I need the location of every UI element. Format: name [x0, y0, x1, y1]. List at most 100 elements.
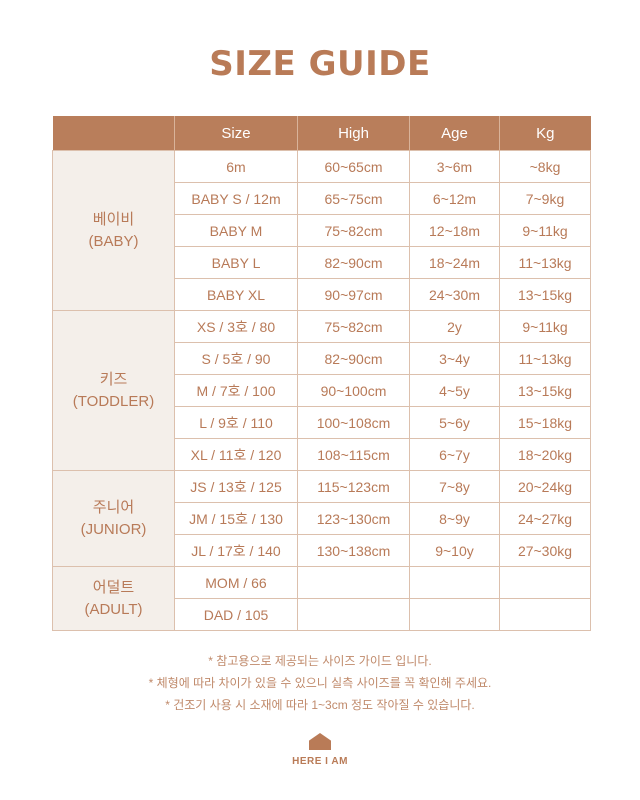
group-label-en: (BABY)	[88, 232, 139, 250]
group-label-ko: 베이비	[92, 210, 135, 228]
header-kg: Kg	[499, 116, 591, 151]
table-row: BABY XL 90~97cm 24~30m 13~15kg	[53, 278, 591, 311]
cell-age: 3~4y	[409, 342, 500, 375]
group-label-en: (JUNIOR)	[80, 520, 147, 538]
header-high: High	[297, 116, 410, 151]
cell-size: XL / 11호 / 120	[174, 438, 298, 471]
cell-high: 90~97cm	[297, 278, 410, 311]
table-row: L / 9호 / 110 100~108cm 5~6y 15~18kg	[53, 406, 591, 439]
cell-size: JL / 17호 / 140	[174, 534, 298, 567]
cell-size: S / 5호 / 90	[174, 342, 298, 375]
cell-size: BABY XL	[174, 278, 298, 311]
cell-kg: 27~30kg	[499, 534, 591, 567]
cell-size: BABY M	[174, 214, 298, 247]
group-label-en: (TODDLER)	[72, 392, 155, 410]
cell-kg: 20~24kg	[499, 470, 591, 503]
size-table: Size High Age Kg 베이비 (BABY) 6m 60~65cm 3~6m ~…	[52, 116, 591, 631]
cell-size: L / 9호 / 110	[174, 406, 298, 439]
table-row: BABY M 75~82cm 12~18m 9~11kg	[53, 214, 591, 247]
header-group	[52, 116, 175, 151]
cell-kg: 24~27kg	[499, 502, 591, 535]
note: * 건조기 사용 시 소재에 따라 1~3cm 정도 작아질 수 있습니다.	[165, 698, 475, 712]
cell-high: 100~108cm	[297, 406, 410, 439]
cell-kg: 11~13kg	[499, 342, 591, 375]
cell-age: 6~12m	[409, 182, 500, 215]
notes: * 참고용으로 제공되는 사이즈 가이드 입니다. * 체형에 따라 차이가 있…	[0, 650, 640, 716]
house-icon	[309, 733, 331, 750]
cell-age: 8~9y	[409, 502, 500, 535]
cell-high: 75~82cm	[297, 214, 410, 247]
cell-age: 18~24m	[409, 246, 500, 279]
group-label-ko: 주니어	[92, 498, 135, 516]
table-row: M / 7호 / 100 90~100cm 4~5y 13~15kg	[53, 374, 591, 407]
note: * 참고용으로 제공되는 사이즈 가이드 입니다.	[208, 654, 432, 668]
cell-high: 65~75cm	[297, 182, 410, 215]
table-row: S / 5호 / 90 82~90cm 3~4y 11~13kg	[53, 342, 591, 375]
cell-high	[297, 598, 410, 631]
cell-high: 82~90cm	[297, 246, 410, 279]
cell-high: 130~138cm	[297, 534, 410, 567]
cell-kg: 18~20kg	[499, 438, 591, 471]
cell-kg: 13~15kg	[499, 278, 591, 311]
cell-kg: 9~11kg	[499, 310, 591, 343]
cell-kg: 9~11kg	[499, 214, 591, 247]
cell-kg: 13~15kg	[499, 374, 591, 407]
cell-kg: 7~9kg	[499, 182, 591, 215]
table-row: 키즈 (TODDLER) XS / 3호 / 80 75~82cm 2y 9~11kg	[52, 310, 591, 471]
header-age: Age	[409, 116, 500, 151]
cell-size: BABY L	[174, 246, 298, 279]
cell-kg	[499, 598, 591, 631]
cell-age: 12~18m	[409, 214, 500, 247]
cell-age	[409, 566, 500, 599]
table-row: 주니어 (JUNIOR) JS / 13호 / 125 115~123cm 7~8y 20…	[52, 470, 591, 567]
cell-size: MOM / 66	[174, 566, 298, 599]
cell-age: 2y	[409, 310, 500, 343]
table-row: 어덜트 (ADULT) MOM / 66	[52, 566, 591, 631]
group-label: 베이비 (BABY)	[52, 150, 175, 311]
cell-age: 5~6y	[409, 406, 500, 439]
cell-size: 6m	[174, 150, 298, 183]
table-row: BABY L 82~90cm 18~24m 11~13kg	[53, 246, 591, 279]
brand-name: HERE I AM	[292, 756, 348, 767]
table-row: BABY S / 12m 65~75cm 6~12m 7~9kg	[53, 182, 591, 215]
brand-logo: HERE I AM	[0, 733, 640, 767]
cell-kg: 15~18kg	[499, 406, 591, 439]
cell-high: 90~100cm	[297, 374, 410, 407]
cell-kg: ~8kg	[499, 150, 591, 183]
group-label-ko: 어덜트	[92, 578, 135, 596]
table-row: XL / 11호 / 120 108~115cm 6~7y 18~20kg	[53, 438, 591, 471]
cell-high: 82~90cm	[297, 342, 410, 375]
cell-age: 24~30m	[409, 278, 500, 311]
group-label-ko: 키즈	[99, 370, 128, 388]
cell-kg: 11~13kg	[499, 246, 591, 279]
cell-size: BABY S / 12m	[174, 182, 298, 215]
cell-high: 75~82cm	[297, 310, 410, 343]
cell-size: XS / 3호 / 80	[174, 310, 298, 343]
cell-size: DAD / 105	[174, 598, 298, 631]
cell-size: M / 7호 / 100	[174, 374, 298, 407]
note: * 체형에 따라 차이가 있을 수 있으니 실측 사이즈를 꼭 확인해 주세요.	[148, 676, 492, 690]
group-label: 어덜트 (ADULT)	[52, 566, 175, 631]
cell-size: JM / 15호 / 130	[174, 502, 298, 535]
table-row: 베이비 (BABY) 6m 60~65cm 3~6m ~8kg	[52, 150, 591, 311]
cell-high: 60~65cm	[297, 150, 410, 183]
cell-age: 4~5y	[409, 374, 500, 407]
cell-age: 6~7y	[409, 438, 500, 471]
cell-high: 108~115cm	[297, 438, 410, 471]
group-label: 주니어 (JUNIOR)	[52, 470, 175, 567]
cell-high: 123~130cm	[297, 502, 410, 535]
cell-age: 7~8y	[409, 470, 500, 503]
cell-high	[297, 566, 410, 599]
cell-age: 3~6m	[409, 150, 500, 183]
cell-age: 9~10y	[409, 534, 500, 567]
cell-age	[409, 598, 500, 631]
group-label-en: (ADULT)	[84, 600, 143, 618]
header-size: Size	[174, 116, 298, 151]
cell-high: 115~123cm	[297, 470, 410, 503]
table-header-row: Size High Age Kg	[52, 116, 591, 151]
page-title: SIZE GUIDE	[209, 44, 431, 84]
group-label: 키즈 (TODDLER)	[52, 310, 175, 471]
table-row: DAD / 105	[53, 598, 591, 631]
cell-kg	[499, 566, 591, 599]
cell-size: JS / 13호 / 125	[174, 470, 298, 503]
